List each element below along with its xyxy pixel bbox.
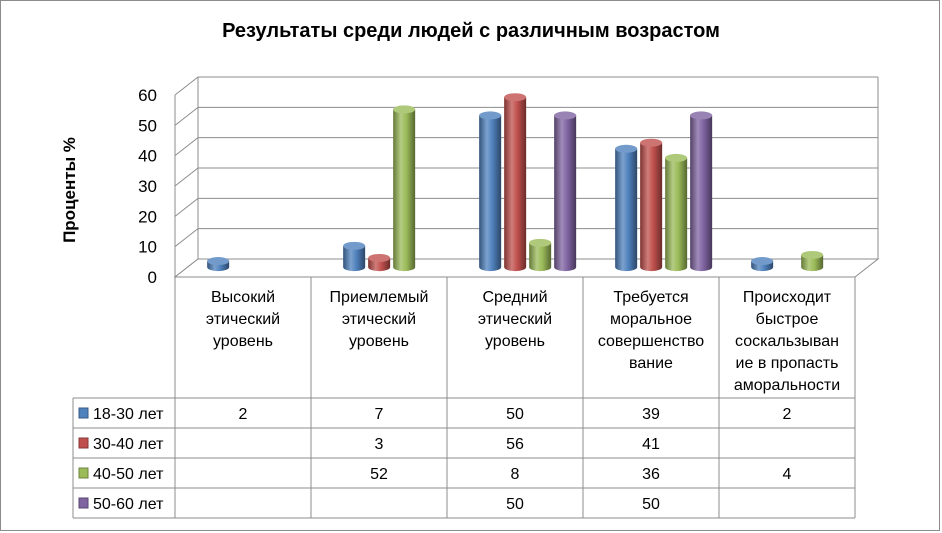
legend-swatch (78, 407, 89, 419)
category-label: соскальзыван (735, 333, 839, 350)
category-label: этический (342, 311, 416, 328)
y-tick-label: 50 (138, 116, 157, 135)
chart-title: Результаты среди людей с различным возра… (222, 20, 720, 42)
category-label: Требуется (613, 289, 688, 306)
bar-top (368, 254, 391, 262)
data-value: 3 (375, 436, 384, 453)
legend-label: 40-50 лет (93, 466, 164, 483)
y-tick-label: 30 (138, 177, 157, 196)
data-value: 7 (375, 406, 384, 423)
bar (640, 142, 663, 272)
category-label: аморальности (734, 377, 840, 394)
data-value: 56 (506, 436, 524, 453)
bar-top (207, 257, 230, 266)
legend-swatch (78, 497, 89, 509)
category-label: моральное (610, 311, 692, 328)
legend-swatch (78, 437, 89, 449)
bar (615, 148, 638, 272)
bar-top (640, 138, 663, 147)
bar (479, 115, 502, 272)
data-value: 4 (783, 466, 792, 483)
y-tick-label: 20 (138, 207, 157, 226)
bar (393, 109, 416, 272)
bar (504, 97, 527, 272)
data-value: 52 (370, 466, 388, 483)
category-label: уровень (349, 333, 409, 350)
gridline-side (174, 137, 199, 157)
bar-top (504, 93, 527, 102)
bar (529, 242, 552, 272)
bar-top (393, 105, 416, 114)
data-value: 8 (511, 466, 520, 483)
category-label: уровень (213, 333, 273, 350)
bar (343, 245, 366, 272)
bar (690, 115, 713, 272)
data-value: 2 (239, 406, 248, 423)
category-label: вание (629, 355, 673, 372)
bar (801, 254, 824, 272)
category-label: быстрое (756, 311, 819, 328)
y-tick-label: 10 (138, 238, 157, 257)
bar-top (615, 144, 638, 153)
legend-label: 18-30 лет (93, 406, 164, 423)
category-label: уровень (485, 333, 545, 350)
bar-top (343, 241, 366, 250)
category-label: Средний (482, 289, 547, 306)
data-value: 50 (506, 406, 524, 423)
gridline-side (174, 106, 199, 126)
category-label: этический (206, 311, 280, 328)
data-value: 36 (642, 466, 660, 483)
category-label: ие в пропасть (736, 355, 839, 372)
y-tick-label: 40 (138, 147, 157, 166)
category-label: Приемлемый (330, 289, 429, 306)
bar-top (529, 238, 552, 247)
legend-label: 30-40 лет (93, 436, 164, 453)
gridline-side (174, 167, 199, 187)
data-value: 39 (642, 406, 660, 423)
bar-top (751, 257, 774, 266)
bar (665, 157, 688, 272)
y-tick-label: 60 (138, 86, 157, 105)
category-label: Происходит (743, 289, 832, 306)
gridline-side (174, 197, 199, 217)
category-label: совершенство (598, 333, 704, 350)
data-value: 41 (642, 436, 660, 453)
bar-top (801, 250, 824, 259)
legend-label: 50-60 лет (93, 496, 164, 513)
data-value: 50 (642, 496, 660, 513)
category-label: Высокий (211, 289, 275, 306)
data-value: 2 (783, 406, 792, 423)
bar-top (690, 111, 713, 120)
legend-swatch (78, 467, 89, 479)
bar-top (665, 153, 688, 162)
bar-top (479, 111, 502, 120)
y-tick-label: 0 (148, 268, 157, 287)
gridline-side (174, 228, 199, 248)
category-label: этический (478, 311, 552, 328)
bar-top (554, 111, 577, 120)
bar (554, 115, 577, 272)
gridline-side (174, 76, 199, 96)
data-value: 50 (506, 496, 524, 513)
